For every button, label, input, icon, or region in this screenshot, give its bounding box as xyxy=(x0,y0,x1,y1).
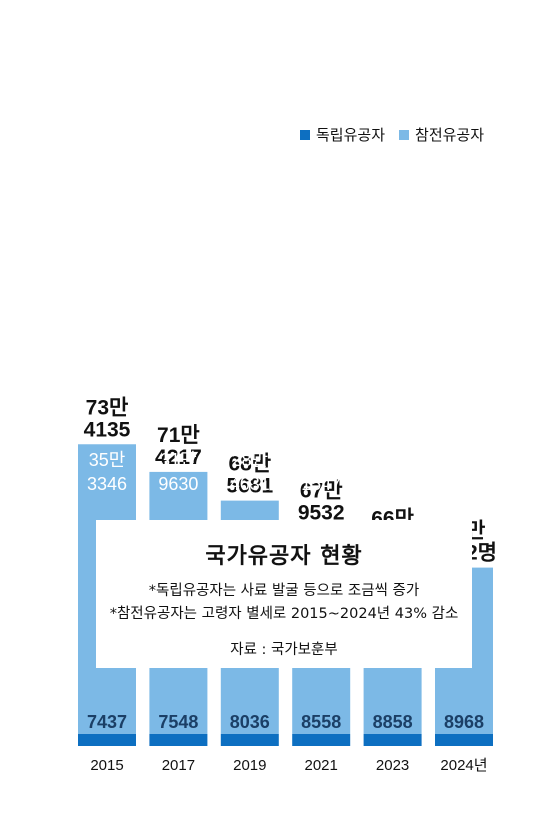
legend-label-independence: 독립유공자 xyxy=(316,126,386,144)
total-label-2015-line2: 4135 xyxy=(84,418,131,441)
base-label-2021: 8558 xyxy=(301,712,341,732)
info-box-title: 국가유공자 현황 xyxy=(205,544,363,569)
segment-label-2023-line2: 7391 xyxy=(373,474,413,494)
category-label-2017: 2017 xyxy=(162,757,195,774)
legend-item-war: 참전유공자 xyxy=(399,124,484,145)
base-label-2023: 8858 xyxy=(373,712,413,732)
total-label-2019-line2: 5681 xyxy=(226,475,273,498)
legend-item-independence: 독립유공자 xyxy=(300,124,385,145)
legend-swatch-independence xyxy=(300,129,310,140)
segment-label-2019-line1: 28만 xyxy=(232,450,269,470)
info-box-source: 자료 : 국가보훈부 xyxy=(230,642,338,658)
total-label-2017-line1: 71만 xyxy=(157,424,200,447)
segment-label-2017-line2: 9630 xyxy=(158,474,198,494)
total-label-2019-line1: 68만 xyxy=(228,453,271,476)
bar-independence-2024년 xyxy=(435,734,493,746)
bar-independence-2017 xyxy=(149,734,208,746)
info-box-note-independence: *독립유공자는 사료 발굴 등으로 조금씩 증가 xyxy=(148,583,420,599)
total-label-2017-line2: 4217 xyxy=(155,446,202,469)
legend-label-war: 참전유공자 xyxy=(415,126,485,144)
segment-label-2017-line1: 31만 xyxy=(160,450,197,470)
info-box: 국가유공자 현황 *독립유공자는 사료 발굴 등으로 조금씩 증가 *참전유공자… xyxy=(96,520,472,668)
total-label-2021-line1: 67만 xyxy=(300,480,343,503)
segment-label-2015-line2: 3346 xyxy=(87,474,127,494)
segment-label-2023-line1: 21만 xyxy=(374,450,411,470)
category-label-2019: 2019 xyxy=(233,757,266,774)
segment-label-2024년-line1: 20만 xyxy=(446,450,483,470)
base-label-2015: 7437 xyxy=(87,712,127,732)
bar-independence-2019 xyxy=(220,734,279,746)
category-label-2015: 2015 xyxy=(90,757,123,774)
legend-swatch-war xyxy=(399,129,410,140)
segment-label-2024년-line2: 2924 xyxy=(444,474,484,494)
base-label-2019: 8036 xyxy=(230,712,270,732)
bar-independence-2023 xyxy=(363,734,422,746)
segment-label-2019-line2: 4631 xyxy=(230,474,270,494)
category-label-2024년: 2024년 xyxy=(440,757,487,774)
category-label-2023: 2023 xyxy=(376,757,409,774)
info-box-note-war: *참전유공자는 고령자 별세로 2015~2024년 43% 감소 xyxy=(109,606,459,622)
segment-label-2021-line2: 1547 xyxy=(301,474,341,494)
bar-independence-2021 xyxy=(292,734,351,746)
base-label-2024년: 8968 xyxy=(444,712,484,732)
category-label-2021: 2021 xyxy=(305,757,338,774)
segment-label-2021-line1: 25만 xyxy=(303,450,340,470)
total-label-2015-line1: 73만 xyxy=(86,396,129,419)
legend: 독립유공자 참전유공자 xyxy=(300,124,484,145)
total-label-2021-line2: 9532 xyxy=(298,502,345,525)
segment-label-2015-line1: 35만 xyxy=(89,450,126,470)
base-label-2017: 7548 xyxy=(158,712,198,732)
bar-independence-2015 xyxy=(78,734,136,746)
